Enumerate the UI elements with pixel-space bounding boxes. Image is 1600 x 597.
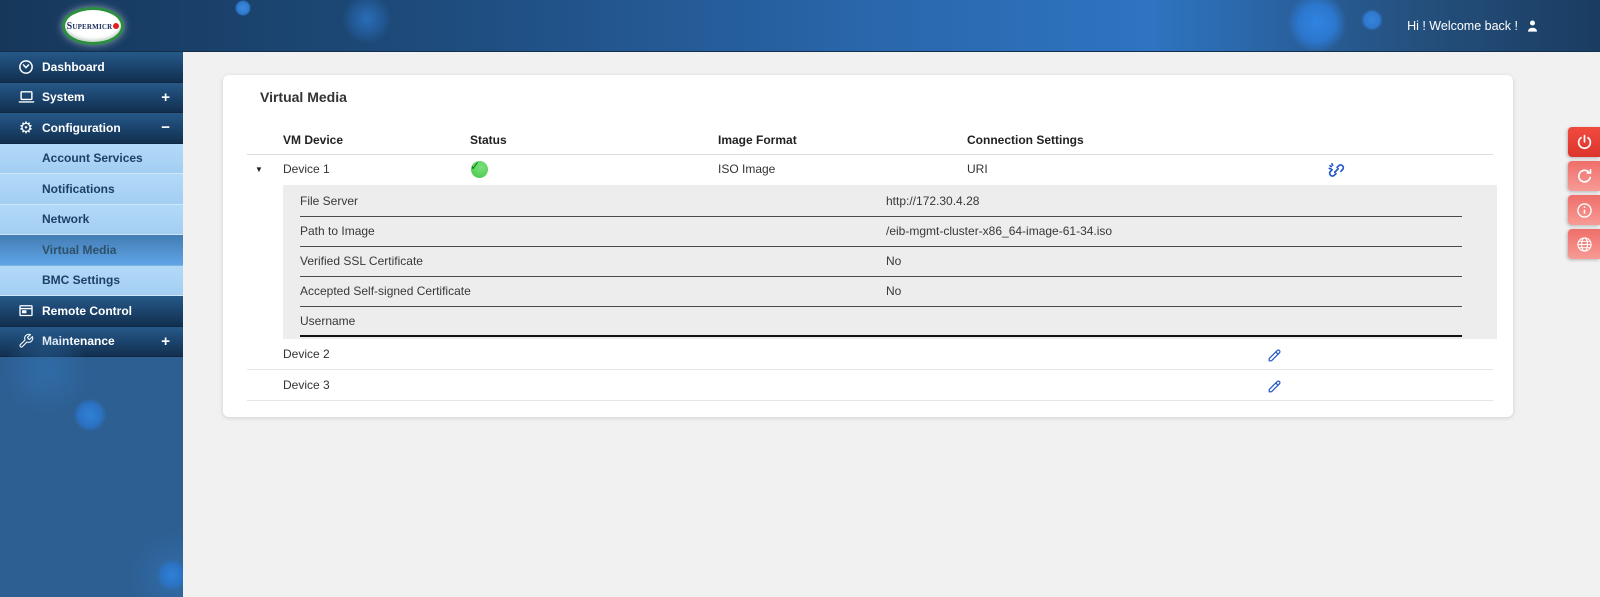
device-name: Device 1 xyxy=(283,162,330,176)
sidebar-item-dashboard[interactable]: Dashboard xyxy=(0,52,183,83)
column-image-format: Image Format xyxy=(718,133,797,147)
detail-row-path-to-image: Path to Image /eib-mgmt-cluster-x86_64-i… xyxy=(300,217,1462,247)
detail-label: Verified SSL Certificate xyxy=(300,254,423,268)
sidebar-item-virtual-media[interactable]: Virtual Media xyxy=(0,235,183,266)
detail-label: File Server xyxy=(300,194,359,208)
supermicro-logo[interactable]: Supermicr xyxy=(62,7,124,45)
edit-pencil-icon[interactable] xyxy=(1263,375,1285,397)
image-format-value: ISO Image xyxy=(718,162,776,176)
edit-pencil-icon[interactable] xyxy=(1263,344,1285,366)
gear-icon: ⚙ xyxy=(18,119,34,137)
detail-value: No xyxy=(886,254,902,268)
detail-row-verified-ssl: Verified SSL Certificate No xyxy=(300,247,1462,277)
sidebar-item-label: Configuration xyxy=(42,120,121,135)
welcome-area: Hi ! Welcome back ! xyxy=(1407,0,1540,51)
decorative-bubble xyxy=(1285,0,1349,51)
detail-row-self-signed: Accepted Self-signed Certificate No xyxy=(300,277,1462,307)
user-icon[interactable] xyxy=(1525,18,1540,34)
quick-action-bar xyxy=(1568,127,1600,259)
detail-row-username: Username xyxy=(300,307,1462,337)
sidebar-nav: Dashboard System + ⚙ Configuration − Acc… xyxy=(0,52,183,597)
column-vm-device: VM Device xyxy=(283,133,344,147)
expand-plus-icon[interactable]: + xyxy=(161,332,170,350)
table-row-device1: ▼ Device 1 ✓ ISO Image URI xyxy=(247,155,1493,184)
detail-label: Path to Image xyxy=(300,224,375,238)
sidebar-item-label: Account Services xyxy=(42,151,143,166)
collapse-minus-icon[interactable]: − xyxy=(161,119,170,137)
laptop-icon xyxy=(15,86,37,108)
sidebar-item-label: Virtual Media xyxy=(42,242,117,257)
column-status: Status xyxy=(470,133,507,147)
status-connected-icon: ✓ xyxy=(470,159,488,178)
top-header: Supermicr Hi ! Welcome back ! xyxy=(0,0,1600,52)
sidebar-item-label: Dashboard xyxy=(42,59,105,74)
sidebar-item-label: Notifications xyxy=(42,181,115,196)
detail-row-file-server: File Server http://172.30.4.28 xyxy=(300,187,1462,217)
logo-text: Supermicr xyxy=(66,20,113,32)
sidebar-item-configuration[interactable]: ⚙ Configuration − xyxy=(0,113,183,144)
welcome-text: Hi ! Welcome back ! xyxy=(1407,19,1518,33)
gauge-icon xyxy=(15,56,37,78)
check-icon: ✓ xyxy=(470,159,481,173)
globe-icon xyxy=(1575,235,1594,254)
expand-plus-icon[interactable]: + xyxy=(161,88,170,106)
sidebar-item-label: Remote Control xyxy=(42,303,132,318)
collapse-caret-icon[interactable]: ▼ xyxy=(255,165,263,174)
remote-window-icon xyxy=(15,300,37,322)
decorative-bubble xyxy=(157,560,183,590)
table-row-device2: Device 2 xyxy=(247,339,1493,370)
sidebar-item-network[interactable]: Network xyxy=(0,204,183,235)
detail-value: No xyxy=(886,284,902,298)
connection-value: URI xyxy=(967,162,988,176)
sidebar-item-bmc-settings[interactable]: BMC Settings xyxy=(0,265,183,296)
device-name: Device 2 xyxy=(283,347,330,361)
sidebar-item-notifications[interactable]: Notifications xyxy=(0,174,183,205)
decorative-bubble xyxy=(1,326,91,416)
refresh-button[interactable] xyxy=(1568,161,1600,191)
sidebar-item-remote-control[interactable]: Remote Control xyxy=(0,296,183,327)
table-row-device3: Device 3 xyxy=(247,370,1493,401)
sidebar-item-label: BMC Settings xyxy=(42,273,120,288)
info-icon xyxy=(1575,201,1594,220)
decorative-bubble xyxy=(342,0,392,44)
device-name: Device 3 xyxy=(283,378,330,392)
virtual-media-card: Virtual Media VM Device Status Image For… xyxy=(223,75,1513,417)
decorative-bubble xyxy=(235,0,251,16)
detail-label: Accepted Self-signed Certificate xyxy=(300,284,471,298)
disconnect-link-icon[interactable] xyxy=(1325,159,1347,181)
power-button[interactable] xyxy=(1568,127,1600,157)
page-title: Virtual Media xyxy=(260,89,347,105)
device1-details-panel: File Server http://172.30.4.28 Path to I… xyxy=(283,185,1497,339)
refresh-icon xyxy=(1575,167,1594,186)
sidebar-item-system[interactable]: System + xyxy=(0,82,183,113)
detail-label: Username xyxy=(300,314,356,328)
language-button[interactable] xyxy=(1568,229,1600,259)
decorative-bubble xyxy=(1361,9,1383,31)
logo-red-dot xyxy=(113,23,120,29)
sidebar-item-label: System xyxy=(42,90,85,105)
info-button[interactable] xyxy=(1568,195,1600,225)
detail-value: /eib-mgmt-cluster-x86_64-image-61-34.iso xyxy=(886,224,1113,238)
sidebar-item-account-services[interactable]: Account Services xyxy=(0,143,183,174)
sidebar-item-label: Network xyxy=(42,212,90,227)
decorative-bubble xyxy=(74,399,106,431)
column-connection-settings: Connection Settings xyxy=(967,133,1084,147)
table-header-row: VM Device Status Image Format Connection… xyxy=(247,125,1493,155)
detail-value: http://172.30.4.28 xyxy=(886,194,980,208)
power-icon xyxy=(1575,133,1594,152)
